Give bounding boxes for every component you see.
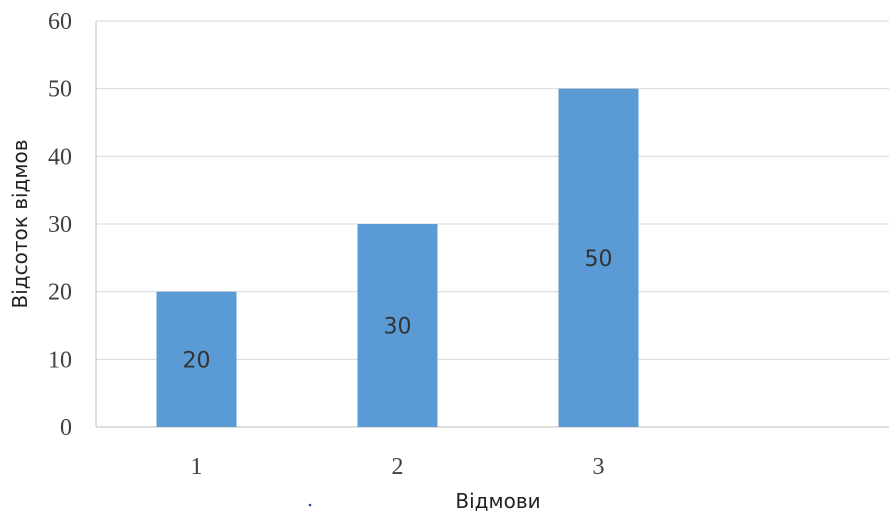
data-label: 20: [183, 348, 211, 373]
y-tick-label: 60: [48, 9, 72, 35]
x-axis-title: Відмови: [455, 489, 540, 513]
y-tick-label: 30: [48, 212, 72, 238]
x-tick-label: 2: [392, 454, 404, 480]
x-tick-label: 3: [593, 454, 605, 480]
bars: [156, 88, 639, 428]
x-tick-labels: 1 2 3: [191, 454, 605, 480]
y-axis-title: Відсоток відмов: [8, 140, 32, 309]
y-tick-labels: 0 10 20 30 40 50 60: [48, 9, 72, 441]
bar: [357, 224, 438, 427]
y-tick-label: 40: [48, 144, 72, 170]
data-label: 30: [384, 315, 412, 340]
y-tick-label: 0: [60, 415, 72, 441]
y-tick-label: 50: [48, 77, 72, 103]
bar: [558, 88, 639, 428]
data-label: 50: [585, 247, 613, 272]
data-labels: 20 30 50: [183, 247, 613, 374]
x-tick-label: 1: [191, 454, 203, 480]
bar: [156, 291, 237, 427]
stray-dot-marker: [308, 503, 312, 507]
y-tick-label: 10: [48, 347, 72, 373]
y-tick-label: 20: [48, 280, 72, 306]
